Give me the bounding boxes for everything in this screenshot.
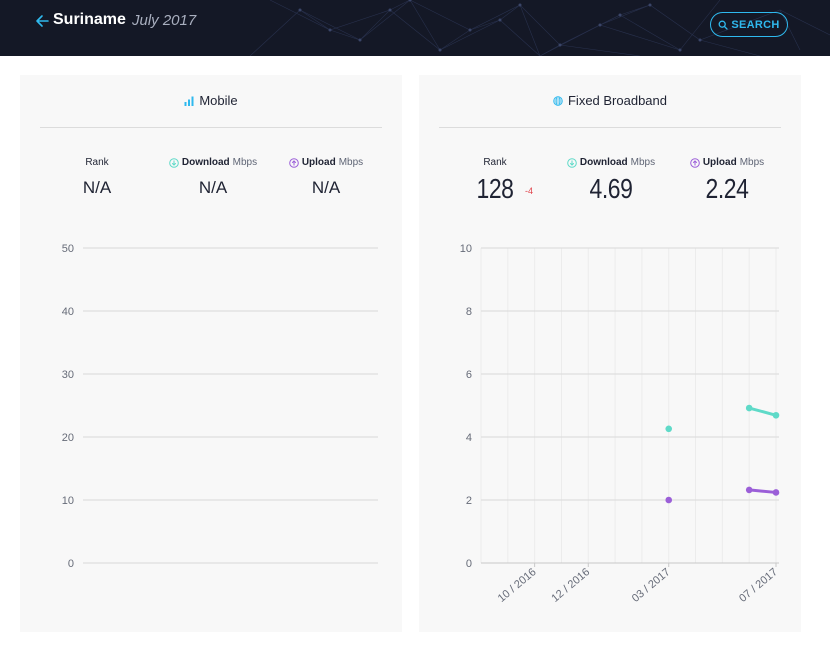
country-title: Suriname	[53, 11, 126, 28]
search-button-label: SEARCH	[731, 18, 780, 31]
fixed-rank-value: 128	[476, 173, 514, 204]
download-label: Download	[181, 157, 230, 168]
mobile-panel-title: Mobile	[20, 93, 402, 108]
rank-change-badge: -4	[525, 186, 534, 196]
fixed-title-label: Fixed Broadband	[567, 93, 667, 108]
y-tick-label: 0	[466, 558, 472, 570]
top-bar: Suriname July 2017 SEARCH	[0, 0, 830, 56]
y-tick-label: 2	[466, 495, 472, 507]
x-tick-label: 10 / 2016	[496, 566, 539, 605]
report-date: July 2017	[132, 12, 197, 29]
mobile-rank-metric: Rank N/A	[67, 157, 127, 198]
rank-label: Rank	[483, 157, 507, 168]
fixed-upload-metric: Upload Mbps 2.24	[675, 157, 779, 205]
fixed-download-value: 4.69	[589, 173, 633, 204]
upload-label: Upload	[301, 157, 336, 168]
upload-point	[772, 489, 780, 496]
fixed-broadband-panel: Fixed Broadband Rank 128 -4 Download Mbp…	[419, 75, 801, 632]
download-line-segment	[747, 406, 778, 417]
upload-circle-icon	[289, 157, 299, 168]
network-background	[249, 0, 830, 56]
back-arrow-icon[interactable]	[34, 13, 50, 29]
globe-icon	[553, 95, 563, 106]
download-point	[665, 425, 673, 433]
y-tick-label: 8	[466, 306, 472, 318]
y-tick-label: 50	[62, 243, 74, 255]
x-tick-label: 03 / 2017	[630, 566, 673, 605]
search-icon	[718, 20, 729, 30]
signal-bars-icon	[184, 96, 194, 106]
upload-label: Upload	[702, 157, 737, 168]
upload-circle-icon	[690, 157, 700, 168]
y-tick-label: 10	[460, 243, 472, 255]
mobile-download-value: N/A	[198, 178, 228, 197]
fixed-rank-metric: Rank 128	[464, 157, 526, 205]
y-tick-label: 4	[466, 432, 472, 444]
mobile-chart: 0 10 20 30 40 50	[62, 243, 378, 570]
download-label: Download	[579, 157, 628, 168]
x-tick-label: 07 / 2017	[737, 566, 780, 605]
fixed-download-metric: Download Mbps 4.69	[556, 157, 666, 205]
mobile-panel: Mobile Rank N/A Download Mbps N/A Upload…	[20, 75, 402, 632]
upload-unit: Mbps	[338, 157, 364, 168]
download-circle-icon	[169, 157, 179, 168]
divider	[439, 127, 781, 128]
download-point	[772, 411, 780, 419]
fixed-broadband-chart[interactable]: 0 2 4 6 8 10 10 / 2016 12 / 2016 03 / 2017 07 / 2…	[419, 75, 801, 632]
y-tick-label: 40	[62, 306, 74, 318]
y-tick-label: 0	[68, 558, 74, 570]
y-tick-label: 30	[62, 369, 74, 381]
fixed-upload-value: 2.24	[705, 173, 749, 204]
y-tick-label: 6	[466, 369, 472, 381]
download-unit: Mbps	[232, 157, 258, 168]
download-unit: Mbps	[630, 157, 656, 168]
divider	[40, 127, 382, 128]
y-tick-label: 20	[62, 432, 74, 444]
download-point	[745, 404, 753, 412]
upload-unit: Mbps	[739, 157, 765, 168]
fixed-panel-title: Fixed Broadband	[419, 93, 801, 108]
download-circle-icon	[567, 157, 577, 168]
mobile-title-label: Mobile	[199, 93, 238, 108]
mobile-upload-value: N/A	[311, 178, 341, 197]
mobile-upload-metric: Upload Mbps N/A	[274, 157, 378, 198]
x-tick-label: 12 / 2016	[549, 566, 592, 605]
upload-point	[665, 496, 673, 504]
upload-point	[745, 486, 753, 494]
mobile-rank-value: N/A	[82, 178, 112, 197]
y-tick-label: 10	[62, 495, 74, 507]
rank-label: Rank	[85, 157, 109, 168]
mobile-download-metric: Download Mbps N/A	[158, 157, 268, 198]
upload-line-segment	[747, 488, 778, 494]
search-button[interactable]: SEARCH	[710, 12, 788, 37]
